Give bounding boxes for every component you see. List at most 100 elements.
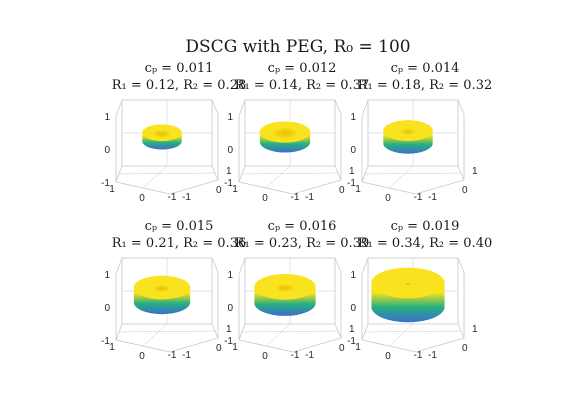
torus-hole xyxy=(154,130,170,138)
subplot-title-line2: R₁ = 0.12, R₂ = 0.28 xyxy=(112,78,246,93)
gridline xyxy=(118,172,216,175)
y-tick-label: -1 xyxy=(305,350,314,361)
gridline xyxy=(364,330,462,333)
axes-edge-top-left xyxy=(238,257,246,275)
x-tick-label: -1 xyxy=(168,350,177,361)
z-tick-label: -1 xyxy=(101,336,110,347)
x-tick-label: 0 xyxy=(139,193,145,204)
x-tick-label: 0 xyxy=(262,193,268,204)
z-tick-label: -1 xyxy=(101,178,110,189)
z-tick-label: 0 xyxy=(104,303,110,314)
gridline xyxy=(241,172,339,175)
z-tick-label: 1 xyxy=(104,270,110,281)
x-tick-label: -1 xyxy=(291,192,300,203)
z-tick-label: -1 xyxy=(347,178,356,189)
z-tick-label: 1 xyxy=(104,112,110,123)
torus-hole xyxy=(401,128,415,135)
subplot-title-line1: cₚ = 0.019 xyxy=(391,219,460,234)
y-tick-label: -1 xyxy=(182,192,191,203)
x-tick-label: -1 xyxy=(414,192,423,203)
axes-floor-outline xyxy=(115,165,219,195)
z-tick-label: -1 xyxy=(224,336,233,347)
axes-floor-outline xyxy=(361,323,465,353)
subplot-title-line1: cₚ = 0.016 xyxy=(268,219,337,234)
z-tick-label: 0 xyxy=(350,145,356,156)
gridline xyxy=(265,323,291,347)
gridline xyxy=(241,330,339,333)
y-tick-label: -1 xyxy=(428,350,437,361)
gridline xyxy=(118,330,216,333)
axes-edge-top-left xyxy=(361,99,369,117)
x-tick-label: 1 xyxy=(232,184,238,195)
axes-floor-outline xyxy=(361,165,465,195)
axes-edge-top-right xyxy=(334,99,342,115)
subplot-title-line1: cₚ = 0.012 xyxy=(268,61,337,76)
z-tick-label: 1 xyxy=(227,270,233,281)
z-tick-label: 1 xyxy=(350,270,356,281)
x-tick-label: -1 xyxy=(291,350,300,361)
axes-floor-outline xyxy=(238,323,342,353)
y-tick-label: -1 xyxy=(428,192,437,203)
subplot-title-line2: R₁ = 0.23, R₂ = 0.39 xyxy=(235,236,369,251)
torus-hole xyxy=(154,285,170,292)
subplot-title-line1: cₚ = 0.011 xyxy=(145,61,214,76)
subplot-title-line2: R₁ = 0.34, R₂ = 0.40 xyxy=(358,236,492,251)
subplot-title-line2: R₁ = 0.21, R₂ = 0.36 xyxy=(112,236,246,251)
axes-edge-top-right xyxy=(211,99,219,115)
y-tick-label: 1 xyxy=(226,324,232,335)
subplot-title-line1: cₚ = 0.015 xyxy=(145,219,214,234)
gridline xyxy=(142,323,168,347)
gridline xyxy=(142,165,168,189)
z-tick-label: 0 xyxy=(227,303,233,314)
x-tick-label: -1 xyxy=(168,192,177,203)
y-tick-label: 0 xyxy=(339,343,345,354)
torus-hole xyxy=(277,284,293,292)
x-tick-label: 0 xyxy=(385,193,391,204)
gridline xyxy=(388,165,414,189)
axes-edge-top-right xyxy=(457,257,465,273)
z-tick-label: 0 xyxy=(350,303,356,314)
z-tick-label: -1 xyxy=(224,178,233,189)
x-tick-label: 0 xyxy=(385,351,391,362)
z-tick-label: -1 xyxy=(347,336,356,347)
y-tick-label: 0 xyxy=(462,343,468,354)
y-tick-label: -1 xyxy=(305,192,314,203)
y-tick-label: 0 xyxy=(462,185,468,196)
x-tick-label: 1 xyxy=(232,342,238,353)
y-tick-label: 0 xyxy=(339,185,345,196)
y-tick-label: 1 xyxy=(349,324,355,335)
z-tick-label: 1 xyxy=(227,112,233,123)
y-tick-label: 1 xyxy=(226,166,232,177)
axes-floor-outline xyxy=(115,323,219,353)
axes-edge-top-right xyxy=(334,257,342,273)
y-tick-label: 1 xyxy=(349,166,355,177)
axes-edge-top-left xyxy=(238,99,246,117)
y-tick-label: 1 xyxy=(472,166,478,177)
gridline xyxy=(388,323,414,347)
x-tick-label: 1 xyxy=(109,184,115,195)
x-tick-label: 0 xyxy=(139,351,145,362)
x-tick-label: -1 xyxy=(414,350,423,361)
x-tick-label: 1 xyxy=(355,184,361,195)
axes-edge-top-right xyxy=(211,257,219,273)
gridline xyxy=(364,172,462,175)
z-tick-label: 1 xyxy=(350,112,356,123)
figure-title: DSCG with PEG, R₀ = 100 xyxy=(185,37,410,57)
y-tick-label: 0 xyxy=(216,343,222,354)
z-tick-label: 0 xyxy=(227,145,233,156)
torus-hole xyxy=(405,282,411,286)
y-tick-label: 1 xyxy=(472,324,478,335)
subplot-title-line2: R₁ = 0.14, R₂ = 0.37 xyxy=(235,78,369,93)
axes-edge-top-left xyxy=(115,99,123,117)
torus-hole xyxy=(273,128,297,138)
axes-edge-top-left xyxy=(115,257,123,275)
subplot-title-line2: R₁ = 0.18, R₂ = 0.32 xyxy=(358,78,492,93)
axes-edge-top-left xyxy=(361,257,369,275)
